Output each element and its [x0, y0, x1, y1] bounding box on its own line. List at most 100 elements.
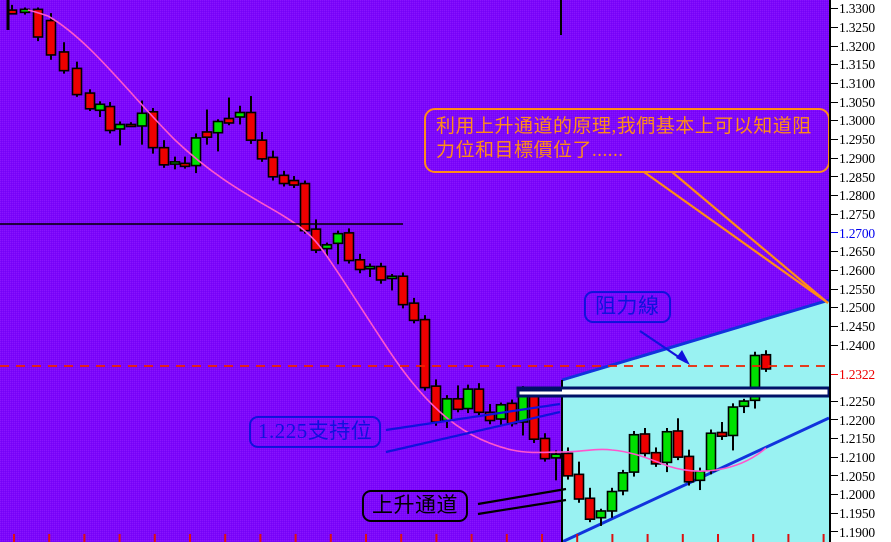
- tick-mark: [831, 475, 838, 477]
- price-line-1-2250: [516, 386, 829, 398]
- candle-body: [223, 117, 235, 124]
- candle-body: [179, 162, 191, 168]
- candle-body: [94, 103, 106, 112]
- candle-body: [694, 470, 706, 482]
- tick-mark: [831, 344, 838, 346]
- channel-label-callout[interactable]: 上升通道: [362, 490, 468, 523]
- axis-tick-1-2250: 1.2250: [831, 394, 875, 410]
- candle-body: [716, 431, 728, 438]
- tick-mark: [831, 438, 838, 440]
- candlestick-series: [6, 4, 772, 526]
- price-chart-plot-area[interactable]: 利用上升通道的原理,我們基本上可以知道阻力位和目標價位了...... 阻力線 1…: [0, 0, 829, 542]
- candle-body: [245, 111, 257, 141]
- tick-label: 1.2250: [839, 393, 875, 409]
- candle-body: [760, 353, 772, 370]
- candle-body: [419, 318, 431, 389]
- axis-tick-1-2950: 1.2950: [831, 132, 875, 148]
- axis-tick-1-2100: 1.2100: [831, 450, 875, 466]
- tick-mark: [831, 232, 838, 234]
- candle-body: [484, 411, 496, 422]
- support-leader-line-lower: [385, 410, 561, 454]
- price-axis[interactable]: 1.3300 1.3250 1.3200 1.3150 1.3100 1.3050 1.30…: [829, 0, 891, 542]
- candle-body: [584, 497, 596, 520]
- support-label-callout[interactable]: 1.225支持位: [249, 416, 382, 449]
- tick-label: 1.2900: [839, 150, 875, 166]
- candle-body: [375, 265, 387, 281]
- tick-mark: [831, 288, 838, 290]
- tick-label: 1.2322: [839, 366, 875, 382]
- tick-mark: [831, 64, 838, 66]
- axis-tick-1-3200: 1.3200: [831, 39, 875, 55]
- tick-mark: [831, 176, 838, 178]
- candle-body: [452, 398, 464, 411]
- tick-mark: [831, 45, 838, 47]
- candle-body: [738, 400, 750, 408]
- candle-body: [650, 451, 662, 465]
- tick-label: 1.3000: [839, 113, 875, 129]
- axis-tick-1-1950: 1.1950: [831, 506, 875, 522]
- tick-label: 1.2400: [839, 337, 875, 353]
- tick-mark: [831, 213, 838, 215]
- main-callout-leader-a: [643, 171, 829, 304]
- candle-body: [114, 123, 126, 130]
- tick-label: 1.2750: [839, 206, 875, 222]
- axis-tick-1-2650: 1.2650: [831, 244, 875, 260]
- candle-body: [212, 120, 224, 134]
- candle-body: [749, 354, 761, 402]
- tick-label: 1.2200: [839, 412, 875, 428]
- axis-tick-1-2850: 1.2850: [831, 170, 875, 186]
- candle-body: [462, 388, 474, 410]
- candle-body: [683, 455, 695, 483]
- tick-label: 1.2000: [839, 487, 875, 503]
- candle-body: [473, 388, 485, 414]
- tick-label: 1.2550: [839, 281, 875, 297]
- main-callout-leader-b: [671, 171, 829, 304]
- tick-mark: [831, 157, 838, 159]
- tick-mark: [831, 325, 838, 327]
- tick-label: 1.2050: [839, 468, 875, 484]
- support-leader-line-upper: [385, 402, 561, 432]
- candle-body: [71, 67, 83, 96]
- axis-tick-1-2600: 1.2600: [831, 263, 875, 279]
- axis-tick-1-2500: 1.2500: [831, 300, 875, 316]
- axis-tick-1-3250: 1.3250: [831, 20, 875, 36]
- tick-label: 1.2650: [839, 244, 875, 260]
- channel-label-text: 上升通道: [362, 490, 468, 523]
- tick-label: 1.2500: [839, 300, 875, 316]
- tick-label: 1.3150: [839, 57, 875, 73]
- tick-label: 1.2100: [839, 449, 875, 465]
- chart-canvas: [0, 0, 829, 542]
- candle-body: [506, 402, 518, 425]
- candle-body: [386, 275, 398, 280]
- axis-tick-1-2700: 1.2700: [831, 226, 875, 242]
- tick-mark: [831, 251, 838, 253]
- tick-mark: [831, 195, 838, 197]
- tick-mark: [831, 139, 838, 140]
- axis-tick-1-2550: 1.2550: [831, 282, 875, 298]
- candle-body: [136, 112, 148, 127]
- tick-mark: [831, 307, 838, 309]
- candle-body: [84, 92, 96, 110]
- tick-mark: [831, 373, 838, 375]
- axis-tick-1-2150: 1.2150: [831, 431, 875, 447]
- main-callout[interactable]: 利用上升通道的原理,我們基本上可以知道阻力位和目標價位了......: [424, 108, 829, 173]
- candle-body: [606, 490, 618, 512]
- tick-mark: [831, 456, 838, 458]
- candle-body: [58, 51, 70, 72]
- axis-tick-1-2322: 1.2322: [831, 367, 875, 383]
- axis-tick-1-2450: 1.2450: [831, 319, 875, 335]
- ascending-channel-shape: [562, 300, 829, 542]
- tick-mark: [831, 26, 838, 28]
- axis-tick-1-3050: 1.3050: [831, 95, 875, 111]
- tick-mark: [831, 269, 838, 271]
- candle-body: [45, 19, 57, 56]
- candle-body: [310, 228, 322, 251]
- candle-body: [617, 472, 629, 492]
- candle-body: [550, 453, 562, 459]
- tick-mark: [831, 101, 838, 103]
- resistance-label-callout[interactable]: 阻力線: [584, 291, 671, 324]
- candle-body: [201, 131, 213, 138]
- tick-label: 1.1900: [839, 524, 875, 540]
- tick-mark: [831, 512, 838, 514]
- tick-label: 1.2950: [839, 132, 875, 148]
